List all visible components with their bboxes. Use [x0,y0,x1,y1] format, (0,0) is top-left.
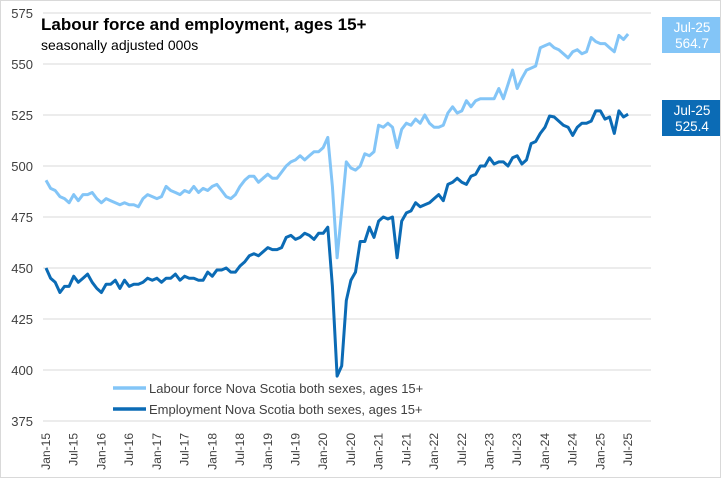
x-tick-label: Jul-19 [288,433,302,466]
x-tick-label: Jul-24 [566,433,580,466]
x-tick-label: Jul-22 [455,433,469,466]
x-axis-ticks: Jan-15 Jul-15 Jan-16 Jul-16 Jan-17 Jul-17 Jan-… [39,433,635,470]
x-tick-label: Jul-16 [122,433,136,466]
end-label-value: 564.7 [675,36,709,51]
x-tick-label: Jul-20 [344,433,358,466]
x-tick-label: Jan-15 [39,433,53,470]
x-tick-label: Jan-25 [593,433,607,470]
x-tick-label: Jan-17 [150,433,164,470]
y-tick-label: 550 [11,57,33,72]
x-tick-label: Jul-18 [233,433,247,466]
legend-label-labour-force: Labour force Nova Scotia both sexes, age… [149,381,423,396]
chart-title: Labour force and employment, ages 15+ [41,15,367,34]
end-label-period: Jul-25 [674,103,711,118]
x-tick-label: Jan-19 [261,433,275,470]
gridlines [43,12,651,422]
x-tick-label: Jul-17 [178,433,192,466]
x-tick-label: Jan-18 [205,433,219,470]
series-line-labour-force [44,33,630,260]
end-label-employment: Jul-25 525.4 [662,100,720,136]
y-tick-label: 450 [11,261,33,276]
x-tick-label: Jul-15 [67,433,81,466]
end-label-period: Jul-25 [674,20,711,35]
y-tick-label: 375 [11,414,33,429]
y-tick-label: 525 [11,108,33,123]
y-tick-label: 500 [11,159,33,174]
end-label-value: 525.4 [675,119,709,134]
y-axis-ticks: 375 400 425 450 475 500 525 550 575 [11,6,33,429]
x-tick-label: Jul-25 [621,433,635,466]
x-tick-label: Jan-23 [483,433,497,470]
end-label-box-employment [662,100,720,136]
y-tick-label: 425 [11,312,33,327]
y-tick-label: 475 [11,210,33,225]
x-tick-label: Jan-22 [427,433,441,470]
end-label-labour-force: Jul-25 564.7 [662,17,720,53]
x-tick-label: Jul-23 [510,433,524,466]
x-tick-label: Jul-21 [399,433,413,466]
y-tick-label: 575 [11,6,33,21]
series-line-employment [44,109,629,378]
end-label-box-labour-force [662,17,720,53]
y-tick-label: 400 [11,363,33,378]
x-tick-label: Jan-21 [372,433,386,470]
x-tick-label: Jan-16 [94,433,108,470]
x-tick-label: Jan-24 [538,433,552,470]
legend-label-employment: Employment Nova Scotia both sexes, ages … [149,402,423,417]
chart-subtitle: seasonally adjusted 000s [41,37,198,53]
legend: Labour force Nova Scotia both sexes, age… [113,381,423,417]
series-lines [44,33,630,378]
x-tick-label: Jan-20 [316,433,330,470]
